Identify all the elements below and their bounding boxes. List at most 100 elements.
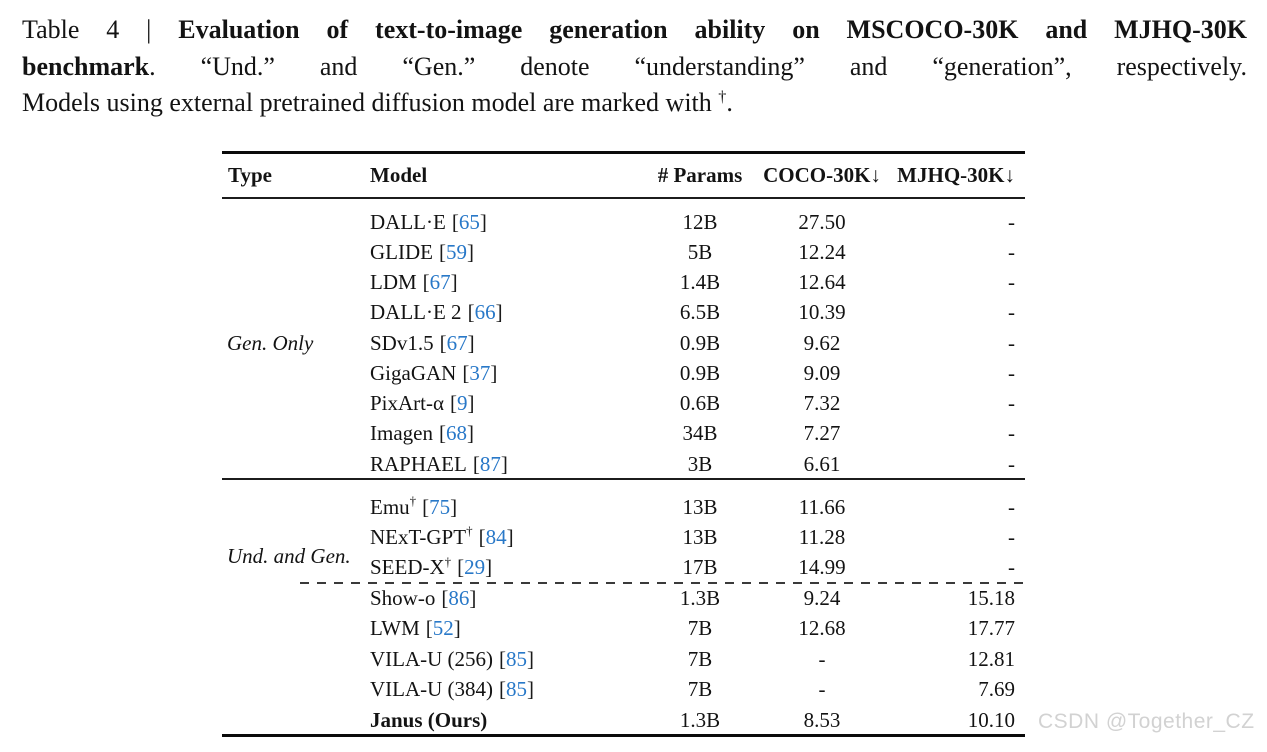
params-cell: 1.4B [679,270,721,295]
mjhq-score-cell: 7.69 [978,677,1015,702]
citation-bracket-close: ] [479,209,487,234]
citation: [67] [440,331,475,356]
citation-bracket-open: [ [425,616,433,641]
type-cell-spacer [222,492,370,522]
mjhq-score-cell: 17.77 [967,616,1015,641]
citation-bracket-open: [ [439,330,447,355]
citation-link[interactable]: 85 [506,646,528,671]
model-cell: VILA-U (256) [85] [370,644,640,675]
mjhq-score-cell: - [1008,360,1015,385]
model-name: Emu [370,494,410,519]
mjhq-score-cell: - [1008,391,1015,416]
type-label-und-and-gen: Und. and Gen. [227,544,351,568]
caption-line: Models using external pretrained diffusi… [22,85,1247,122]
citation-bracket-open: [ [422,494,430,519]
table-section-und-and-gen-bottom: Show-o [86] 1.3B 9.24 15.18 LWM [52] 7B 12… [222,583,1025,736]
citation-bracket-close: ] [527,646,535,671]
citation-link[interactable]: 68 [445,421,467,446]
model-name: RAPHAEL [370,451,467,476]
citation-bracket-close: ] [469,585,477,610]
coco-score-cell: 11.66 [798,494,846,519]
model-cell: GigaGAN [37] [370,358,640,388]
citation-link[interactable]: 87 [479,451,501,476]
citation-bracket-close: ] [467,330,475,355]
citation-link[interactable]: 67 [446,330,468,355]
model-cell: LWM [52] [370,614,640,645]
params-cell: 6.5B [679,300,721,325]
params-cell: 34B [682,421,718,446]
citation-link[interactable]: 85 [506,677,528,702]
coco-score-cell: 7.32 [803,391,841,416]
table-section-gen-only: DALL·E [65] 12B 27.50 - GLIDE [59] 5B 12.2… [222,207,1025,479]
citation-link[interactable]: 75 [429,494,451,519]
citation-link[interactable]: 52 [432,616,454,641]
coco-score-cell: 11.28 [798,524,846,549]
citation-bracket-close: ] [453,616,461,641]
header-params: # Params [657,162,743,187]
mjhq-score-cell: 12.81 [967,646,1015,671]
mjhq-score-cell: - [1008,209,1015,234]
model-name: VILA-U (384) [370,677,494,702]
citation-link[interactable]: 65 [458,209,480,234]
model-cell: NExT-GPT † [84] [370,523,514,550]
citation-link[interactable]: 67 [429,270,451,295]
citation-bracket-close: ] [450,494,458,519]
model-cell: RAPHAEL [87] [370,449,640,479]
citation-link[interactable]: 86 [448,585,470,610]
table-dashed-rule [300,582,1025,584]
table-caption: Table 4 | Evaluation of text-to-image ge… [22,12,1247,122]
model-cell: DALL·E [65] [370,207,640,237]
mjhq-score-cell: 15.18 [967,585,1015,610]
model-name: SDv1.5 [370,330,434,355]
type-cell-spacer [222,268,370,298]
citation: [84] [479,525,514,550]
table-bottom-rule [222,734,1025,737]
citation-bracket-close: ] [490,360,498,385]
params-cell: 7B [687,616,713,641]
model-name: Imagen [370,421,433,446]
model-cell: Imagen [68] [370,419,640,449]
model-cell: Janus (Ours) [370,705,640,736]
model-name: DALL·E 2 [370,300,462,325]
dagger-icon: † [718,88,727,106]
citation-link[interactable]: 84 [485,524,507,549]
citation-bracket-open: [ [450,391,458,416]
mjhq-score-cell: 10.10 [967,707,1015,732]
mjhq-score-cell: - [1008,421,1015,446]
citation-bracket-close: ] [495,300,503,325]
citation-link[interactable]: 37 [469,360,491,385]
type-label-gen-only: Gen. Only [227,331,314,355]
citation-bracket-open: [ [438,239,446,264]
model-name: Janus (Ours) [370,707,488,732]
model-name: GLIDE [370,239,433,264]
citation-bracket-close: ] [466,239,474,264]
citation-link[interactable]: 59 [445,239,467,264]
coco-score-cell: 12.64 [798,270,846,295]
table-header-row: Type Model # Params COCO-30K↓ MJHQ-30K↓ [222,153,1025,197]
citation: [85] [499,647,534,672]
caption-segment: . [726,88,733,117]
citation-bracket-open: [ [422,270,430,295]
caption-line: benchmark. “Und.” and “Gen.” denote “und… [22,49,1247,86]
citation-bracket-open: [ [467,300,475,325]
citation-link[interactable]: 9 [457,391,468,416]
caption-segment: benchmark [22,51,150,81]
caption-line: Table 4 | Evaluation of text-to-image ge… [22,12,1247,49]
model-name: SEED-X [370,555,445,580]
params-cell: 13B [682,494,718,519]
type-cell-spacer [222,358,370,388]
citation: [67] [423,270,458,295]
citation-link[interactable]: 29 [464,555,486,580]
table-top-rule [222,151,1025,154]
type-cell-spacer [222,298,370,328]
header-type: Type [228,162,272,187]
citation-bracket-open: [ [441,585,449,610]
model-name: LWM [370,616,420,641]
params-cell: 3B [687,451,713,476]
mjhq-score-cell: - [1008,239,1015,264]
citation-link[interactable]: 66 [474,300,496,325]
mjhq-score-cell: - [1008,270,1015,295]
caption-segment: Models using external pretrained diffusi… [22,88,719,117]
params-cell: 0.9B [679,360,721,385]
type-cell-spacer [222,614,370,645]
